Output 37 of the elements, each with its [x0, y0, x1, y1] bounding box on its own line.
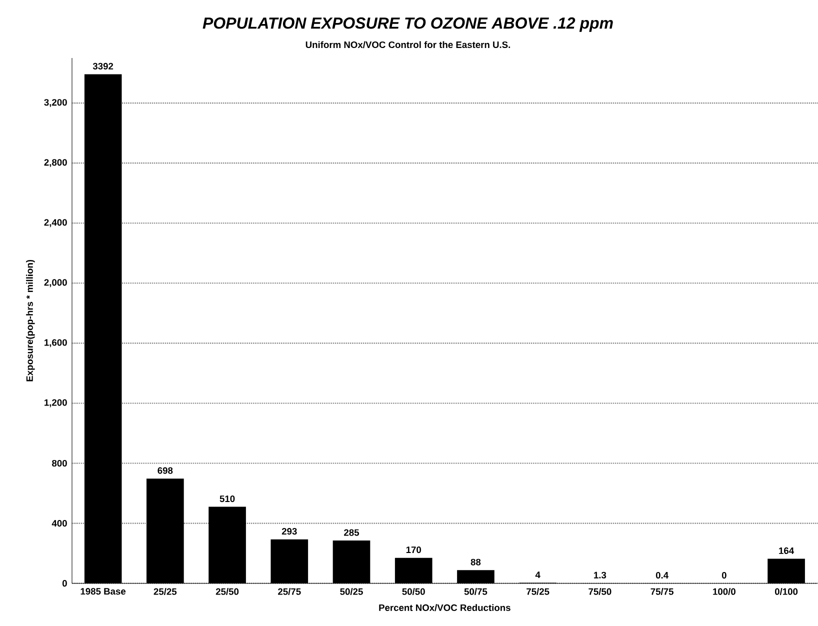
y-tick-label: 1,200 [44, 399, 67, 408]
data-label: 285 [344, 529, 360, 536]
y-tick-label: 0 [62, 580, 67, 587]
data-label: 170 [406, 546, 422, 554]
x-tick-label: 75/50 [588, 588, 612, 595]
y-tick-label: 800 [52, 460, 67, 467]
x-tick-label: 50/25 [340, 588, 363, 595]
x-tick-label: 1985 Base [80, 588, 126, 595]
chart-subtitle: Uniform NOx/VOC Control for the Eastern U.S. [306, 41, 510, 48]
data-label: 3392 [92, 62, 114, 70]
x-axis-title: Percent NOx/VOC Reductions [379, 604, 510, 612]
data-label: 0.4 [656, 572, 668, 579]
data-label: 698 [158, 467, 173, 474]
x-tick-label: 25/50 [216, 588, 239, 595]
data-label: 164 [779, 547, 794, 554]
data-label: 510 [220, 495, 235, 502]
y-tick-label: 400 [52, 520, 67, 527]
data-label: 88 [470, 558, 481, 566]
y-tick-label: 1,600 [44, 339, 67, 348]
x-tick-label: 25/75 [278, 588, 301, 595]
x-tick-label: 100/0 [713, 588, 736, 595]
data-label: 1.3 [594, 572, 606, 578]
y-tick-label: 2,800 [44, 159, 67, 168]
x-tick-label: 75/75 [650, 588, 674, 595]
y-tick-label: 2,000 [44, 279, 67, 288]
x-tick-label: 50/75 [464, 588, 488, 595]
x-tick-label: 50/50 [402, 588, 425, 595]
data-label: 293 [282, 528, 297, 535]
x-tick-label: 0/100 [774, 588, 798, 595]
y-tick-label: 3,200 [44, 99, 67, 108]
chart-title: POPULATION EXPOSURE TO OZONE ABOVE .12 ppm [202, 17, 613, 32]
y-axis-title: Exposure(pop-hrs * million) [26, 260, 35, 382]
x-tick-label: 75/25 [526, 588, 550, 595]
data-label: 4 [535, 572, 540, 578]
y-tick-label: 2,400 [44, 219, 67, 228]
x-tick-label: 25/25 [154, 588, 177, 595]
data-label: 0 [722, 572, 726, 579]
